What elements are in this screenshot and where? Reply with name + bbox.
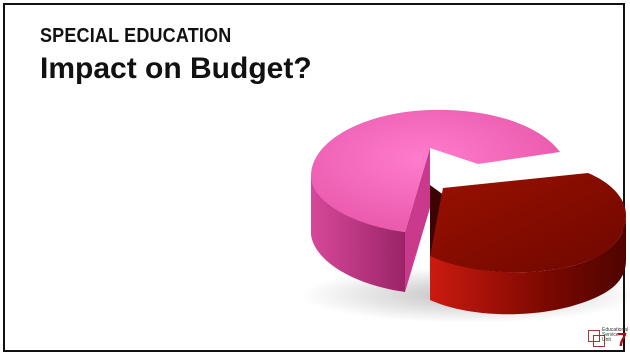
pie-slice-red-side (430, 215, 626, 315)
pie-slice-pink-top (310, 109, 560, 232)
pie-slice-pink-side (311, 175, 405, 292)
pie-slice-red-top (430, 173, 626, 273)
slide-border (3, 3, 625, 352)
pie-slice-pink-inner-side (405, 148, 430, 292)
slide-kicker: SPECIAL EDUCATION (40, 25, 232, 47)
esu-logo: Educational Service Unit 7 (588, 326, 628, 352)
logo-square-icon (593, 335, 605, 347)
logo-text: Educational Service Unit (602, 327, 629, 343)
slide-title: Impact on Budget? (40, 52, 312, 85)
logo-square-icon (588, 330, 600, 342)
logo-number: 7 (617, 330, 628, 350)
